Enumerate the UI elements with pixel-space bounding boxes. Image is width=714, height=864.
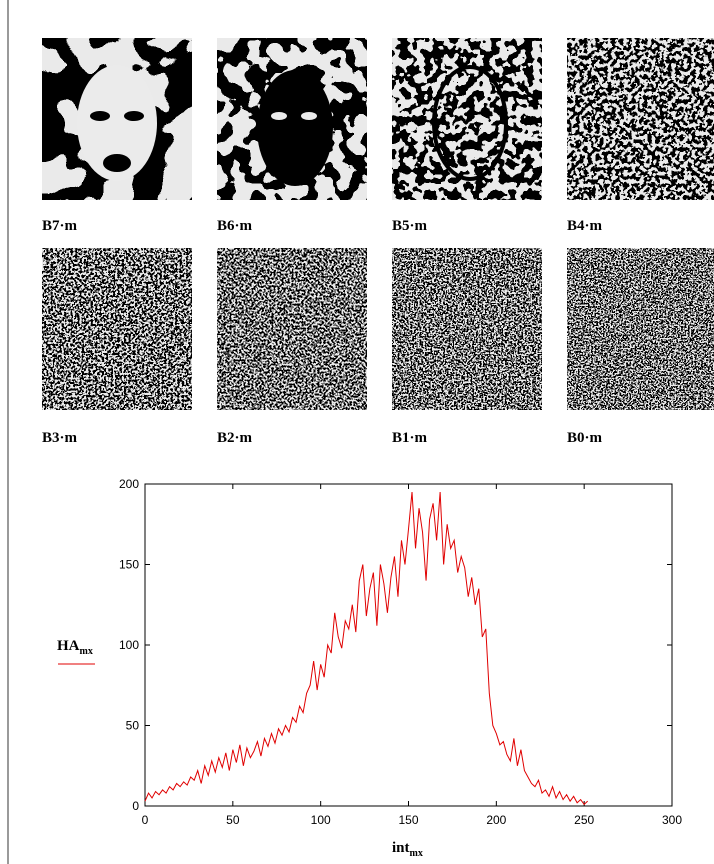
legend-label: HAmx	[57, 638, 93, 657]
eye	[124, 111, 144, 121]
image-label: B2·m	[217, 430, 253, 446]
x-tick-label: 300	[662, 813, 682, 827]
image-label: B3·m	[42, 430, 78, 446]
y-tick-label: 100	[119, 638, 139, 652]
bit-plane-image	[392, 248, 542, 410]
bit-plane-image	[567, 38, 714, 200]
image-label: B6·m	[217, 218, 253, 234]
x-tick-label: 100	[311, 813, 331, 827]
x-tick-label: 150	[398, 813, 418, 827]
x-tick-label: 50	[226, 813, 240, 827]
face	[77, 65, 157, 181]
data-line	[144, 492, 589, 806]
y-tick-label: 0	[132, 799, 139, 813]
y-tick-label: 150	[119, 558, 139, 572]
image-label: B1·m	[392, 430, 428, 446]
x-tick-label: 200	[486, 813, 506, 827]
bit-plane-image	[567, 248, 714, 410]
bit-plane-image	[392, 38, 542, 200]
x-tick-label: 250	[574, 813, 594, 827]
eye	[90, 111, 110, 121]
bit-plane-image	[42, 248, 192, 410]
eye	[301, 112, 317, 120]
x-tick-label: 0	[142, 813, 149, 827]
mouth	[103, 154, 131, 172]
face	[432, 65, 508, 181]
bit-plane-image	[217, 248, 367, 410]
y-tick-label: 50	[126, 719, 140, 733]
image-label: B4·m	[567, 218, 603, 234]
eye	[271, 112, 287, 120]
image-label: B7·m	[42, 218, 78, 234]
y-tick-label: 200	[119, 477, 139, 491]
image-label: B0·m	[567, 430, 603, 446]
x-axis-label: intmx	[392, 840, 423, 859]
face	[257, 70, 333, 186]
image-label: B5·m	[392, 218, 428, 234]
